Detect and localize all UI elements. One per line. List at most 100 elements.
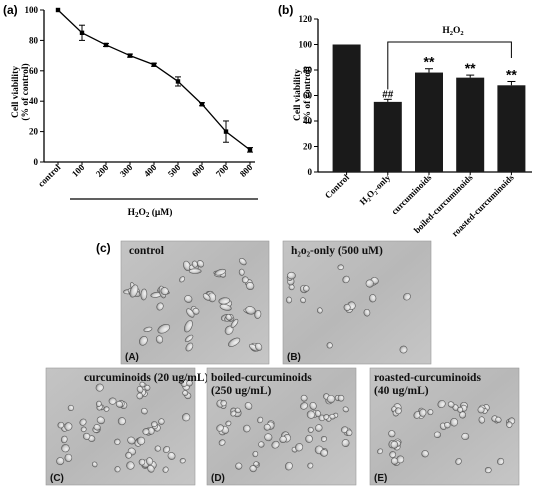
panel-a-series-line: [57, 9, 251, 151]
micrograph-title: curcuminoids (20 ug/mL): [84, 372, 209, 384]
panel-a-data-marks: [55, 7, 253, 153]
micrograph-corner-label: (E): [374, 473, 387, 484]
cell: [477, 406, 485, 414]
cell: [447, 401, 455, 408]
cell: [154, 445, 161, 452]
cell: [214, 268, 227, 276]
panel-a-line-chart: 0 20 40 60 80 100 control 100 200 300 400 500 600 700…: [11, 5, 258, 219]
cell: [125, 451, 132, 459]
cell: [323, 414, 330, 420]
cell: [127, 436, 136, 445]
cell: [241, 276, 249, 284]
micrograph-background: [206, 367, 357, 486]
cell: [484, 467, 492, 474]
micrograph-cells: [123, 258, 263, 352]
panel-b-xtick-label: H₂O₂-only: [358, 172, 393, 207]
cell: [147, 464, 155, 473]
panel-a-xtick-label: 500: [166, 162, 183, 179]
cell: [295, 443, 304, 452]
panel-a-ytick-label: 20: [29, 127, 39, 137]
cell: [390, 457, 399, 465]
cell: [181, 413, 191, 422]
cell: [156, 302, 164, 311]
panel-a-xtick-label: 100: [70, 162, 87, 179]
cell: [307, 462, 314, 469]
cell: [235, 407, 241, 414]
micrograph-title-line1: boiled-curcuminoids: [211, 372, 312, 384]
panel-b-significance-label: **: [424, 54, 435, 70]
cell: [258, 441, 265, 448]
micrograph-2: h₂o₂-only (500 uM) (B): [282, 240, 432, 365]
cell: [108, 397, 117, 405]
micrograph-corner-label: (C): [50, 473, 64, 484]
panel-b-ytick-label: 80: [303, 65, 313, 75]
micrograph-title: h₂o₂-only (500 uM): [291, 245, 383, 257]
micrograph-corner-label: (B): [287, 352, 301, 363]
panel-b-ylabel-line1: Cell viability: [293, 69, 303, 121]
panel-a-data-point: [151, 62, 157, 67]
cell: [300, 402, 308, 410]
cell: [478, 416, 485, 424]
cell: [157, 324, 171, 334]
cell: [249, 465, 257, 473]
panel-a-xtick-label: 700: [214, 162, 231, 179]
cell: [326, 342, 333, 349]
panel-a-tick-labels: 0 20 40 60 80 100 control 100 200 300 400 500 600 700…: [25, 5, 255, 189]
cell: [179, 458, 186, 464]
panel-a-data-point: [79, 30, 85, 35]
cell: [183, 260, 191, 271]
panel-a-ylabel-line1: Cell viability: [11, 66, 21, 118]
micrograph-title: control: [129, 245, 164, 257]
cell: [91, 461, 98, 468]
panel-b-xtick-label: curcuminoids: [389, 172, 433, 216]
panel-b-data-marks: ## ** ** **: [332, 41, 526, 172]
cell: [340, 426, 349, 434]
cell: [253, 461, 260, 467]
cell: [225, 420, 232, 427]
cell: [216, 424, 224, 432]
micrograph-title-line2: (40 ug/mL): [374, 385, 429, 397]
micrograph-cells: [377, 400, 516, 474]
cell: [337, 264, 344, 271]
panel-a-data-point: [223, 129, 229, 134]
micrograph-title-line1: roasted-curcuminoids: [374, 372, 481, 384]
panel-b-ytick-label: 0: [308, 167, 313, 177]
cell: [138, 458, 146, 466]
cell: [363, 308, 371, 317]
cell: [286, 296, 292, 304]
micrograph-cells: [216, 393, 353, 473]
cell: [117, 417, 126, 426]
cell: [184, 334, 194, 343]
cell: [243, 424, 251, 433]
cell: [342, 406, 349, 413]
cell: [399, 345, 408, 354]
panel-a-xtick-label: control: [36, 162, 63, 189]
panel-c-micrographs: control (A) h₂o₂-only (500 uM) (B) curcumino…: [45, 240, 520, 486]
cell: [160, 287, 169, 295]
panel-a-ytick-label: 60: [29, 66, 39, 76]
cell: [377, 448, 383, 455]
cell: [220, 399, 227, 407]
cell: [326, 394, 336, 404]
cell: [449, 418, 459, 427]
cell: [188, 268, 202, 274]
cell: [184, 320, 193, 333]
cell: [329, 413, 336, 420]
panel-a-data-point: [103, 42, 109, 48]
micrograph-3: curcuminoids (20 ug/mL) (C): [45, 367, 209, 486]
cell: [56, 457, 65, 466]
cell: [317, 307, 323, 314]
cell: [287, 271, 296, 280]
cell: [369, 294, 377, 303]
cell: [218, 439, 226, 446]
panel-b-bar: [497, 85, 526, 172]
cell: [227, 337, 241, 347]
cell: [64, 422, 73, 431]
panel-a-axes: [40, 9, 258, 200]
panel-b-ytick-label: 40: [303, 116, 313, 126]
panel-b-bracket-label: H2O2: [442, 26, 463, 37]
cell: [144, 384, 151, 391]
cell: [455, 458, 462, 465]
panel-a-data-point: [175, 79, 181, 84]
cell: [300, 394, 308, 402]
